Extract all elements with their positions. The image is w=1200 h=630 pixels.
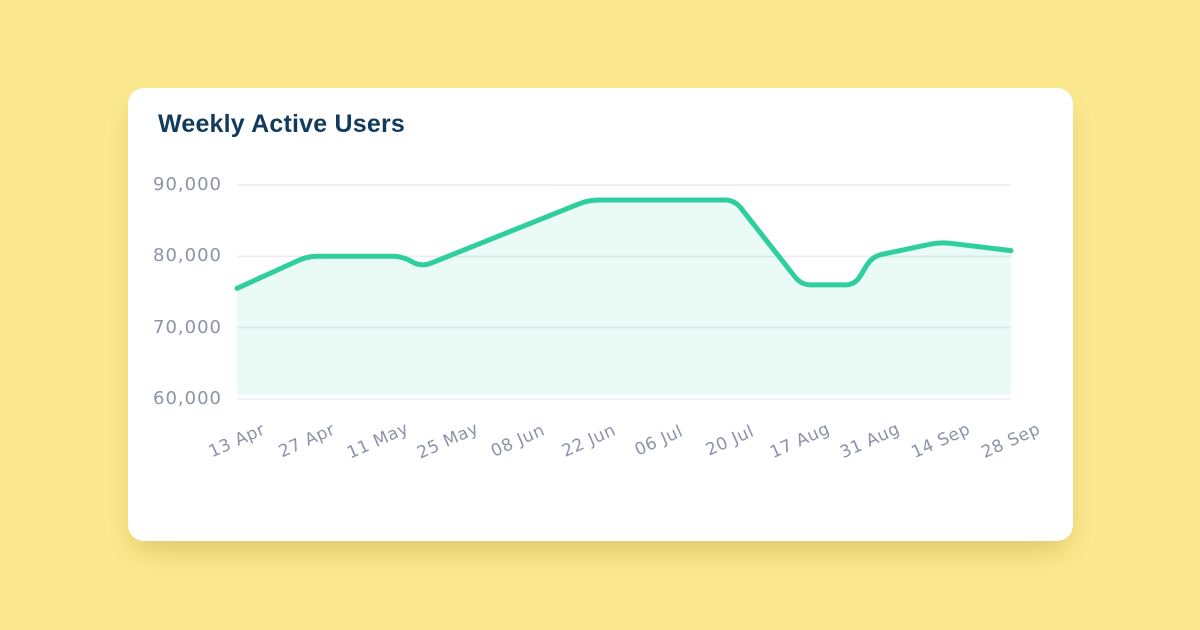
- chart-plot-area: [234, 184, 1014, 400]
- y-axis-label: 80,000: [153, 245, 222, 267]
- y-axis-label: 90,000: [153, 174, 222, 195]
- weekly-active-users-chart: 90,000 80,000 70,000 60,000 13 Apr 27 Apr 11 M…: [128, 88, 1073, 541]
- series-area-fill: [237, 200, 1011, 395]
- chart-title: Weekly Active Users: [158, 110, 406, 138]
- chart-card: Weekly Active Users 90,000 80,000 70,000 60…: [128, 88, 1073, 541]
- y-axis-label: 60,000: [153, 388, 222, 409]
- series-line: [234, 197, 1014, 291]
- y-axis-label: 70,000: [153, 316, 222, 338]
